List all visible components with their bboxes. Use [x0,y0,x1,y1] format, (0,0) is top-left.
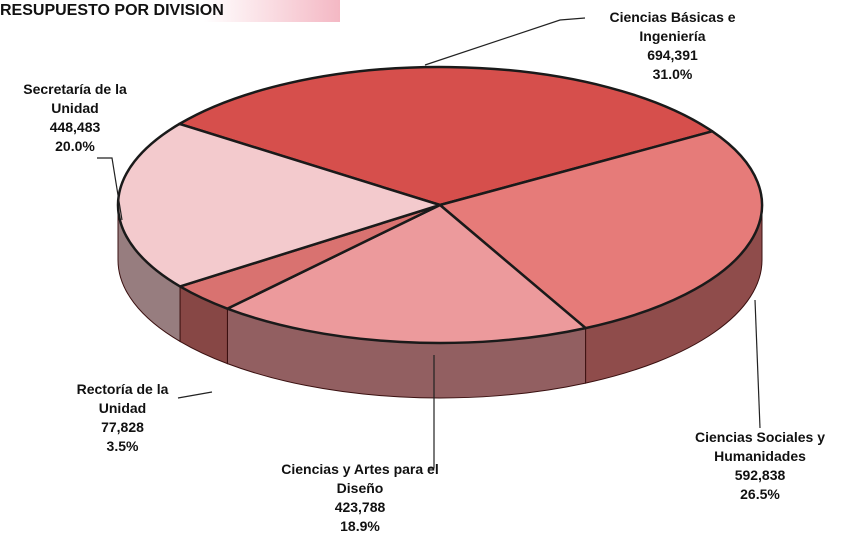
leader-line [177,391,213,399]
leader-line [754,299,761,429]
slice-label: Ciencias Sociales y Humanidades 592,838 26… [670,428,847,504]
slice-label: Ciencias Básicas e Ingeniería 694,391 31.0… [585,8,760,84]
slice-label: Rectoría de la Unidad 77,828 3.5% [55,380,190,456]
leader-line [97,157,123,221]
category-label: Ciencias Sociales y Humanidades [695,429,825,464]
percentage-label: 26.5% [740,486,780,502]
category-label: Rectoría de la Unidad [76,381,169,416]
value-label: 423,788 [334,499,386,515]
category-label: Ciencias Básicas e Ingeniería [609,9,736,44]
slice [438,130,764,330]
slice-label: Secretaría de la Unidad 448,483 20.0% [0,80,150,156]
category-label: Secretaría de la Unidad [23,81,127,116]
percentage-label: 20.0% [55,138,95,154]
value-label: 592,838 [734,467,786,483]
percentage-label: 18.9% [340,518,380,534]
percentage-label: 3.5% [106,438,139,454]
value-label: 448,483 [49,119,101,135]
slice [226,203,587,345]
percentage-label: 31.0% [652,66,693,82]
value-label: 77,828 [101,419,144,435]
chart-title: RESUPUESTO POR DIVISION [0,0,340,22]
value-label: 694,391 [647,47,698,63]
slice [116,122,442,288]
category-label: Ciencias y Artes para el Diseño [281,461,439,496]
leader-line [424,17,586,66]
slice-label: Ciencias y Artes para el Diseño 423,788 18… [280,460,440,536]
leader-line [428,355,435,469]
slice [178,65,714,207]
